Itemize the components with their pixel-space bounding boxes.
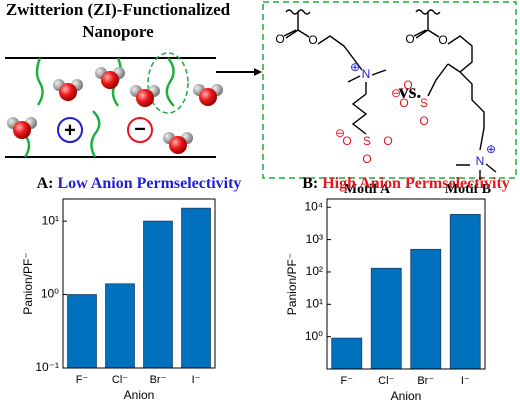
vs-label: vs. <box>399 81 422 103</box>
y-tick-label: 10⁰ <box>41 287 59 301</box>
x-tick-label: Cl⁻ <box>112 374 128 386</box>
bar <box>370 267 402 370</box>
atom: O <box>308 33 317 47</box>
y-tick-label: 10² <box>306 264 323 278</box>
bar <box>67 294 97 369</box>
charge: ⊕ <box>486 142 496 156</box>
y-tick-label: 10¹ <box>306 296 323 310</box>
motif-label: Motif B <box>445 182 491 197</box>
ion-label: + <box>64 119 76 141</box>
anion <box>127 117 153 143</box>
plot-frame <box>62 198 216 369</box>
atom: O <box>362 152 371 166</box>
water <box>7 117 37 139</box>
atom: O <box>383 134 392 148</box>
atom: O <box>405 32 414 46</box>
charge: ⊖ <box>391 86 401 100</box>
y-tick-label: 10³ <box>306 232 323 246</box>
water <box>163 132 193 154</box>
y-tick-label: 10⁰ <box>305 329 323 343</box>
chart-title: B: High Anion Permselectivity <box>302 175 510 192</box>
y-tick-label: 10⁴ <box>304 199 323 213</box>
bar <box>181 207 211 369</box>
bar <box>105 283 135 369</box>
plot-frame <box>326 198 486 370</box>
atom: O <box>342 134 351 148</box>
atom: O <box>275 32 284 46</box>
bond <box>285 12 387 135</box>
atom: N <box>476 154 485 168</box>
highlight <box>147 52 189 114</box>
atom: O <box>403 78 412 92</box>
y-axis-label: Panion/PF⁻ <box>285 253 299 315</box>
panel-label: B: <box>302 175 318 192</box>
atom: S <box>420 96 428 110</box>
bond <box>283 29 297 37</box>
chart-title: A: Low Anion Permselectivity <box>37 175 242 192</box>
bar <box>143 220 173 369</box>
motif-label: Motif A <box>344 182 391 197</box>
atom: S <box>363 134 371 148</box>
bar <box>410 248 442 370</box>
y-axis-label: Panion/PF⁻ <box>21 252 35 314</box>
zi-chains <box>23 57 175 158</box>
diagram: Zwitterion (ZI)-Functionalized Nanopore … <box>5 0 517 197</box>
x-axis-label: Anion <box>124 388 155 402</box>
ion-label: − <box>134 118 146 140</box>
panel-label: A: <box>37 175 54 192</box>
x-tick-label: Br⁻ <box>150 374 167 386</box>
x-axis-label: Anion <box>391 389 422 403</box>
water <box>193 84 223 106</box>
x-tick-label: I⁻ <box>192 374 201 386</box>
atom: O <box>419 114 428 128</box>
atom: N <box>362 67 371 81</box>
bond <box>413 12 497 180</box>
x-tick-label: F⁻ <box>76 374 89 386</box>
x-tick-label: Cl⁻ <box>378 375 394 387</box>
charge: ⊖ <box>335 126 345 140</box>
y-tick-label: 10¹ <box>42 213 59 227</box>
water <box>130 85 160 107</box>
x-tick-label: F⁻ <box>340 375 353 387</box>
atom: O <box>438 33 447 47</box>
title-text: High Anion Permselectivity <box>322 175 510 192</box>
motif-box <box>262 1 517 179</box>
bar <box>449 214 481 370</box>
charge: ⊕ <box>350 60 360 74</box>
diagram-title: Nanopore <box>82 22 154 41</box>
bar <box>331 337 363 370</box>
water <box>53 79 83 101</box>
y-tick-label: 10⁻¹ <box>35 360 59 374</box>
cation <box>57 117 83 143</box>
title-text: Low Anion Permselectivity <box>57 175 241 192</box>
water <box>95 67 125 89</box>
atom: O <box>399 96 408 110</box>
arrow-head <box>254 68 262 76</box>
diagram-title: Zwitterion (ZI)-Functionalized <box>6 0 231 19</box>
x-tick-label: I⁻ <box>461 375 470 387</box>
x-tick-label: Br⁻ <box>417 375 434 387</box>
